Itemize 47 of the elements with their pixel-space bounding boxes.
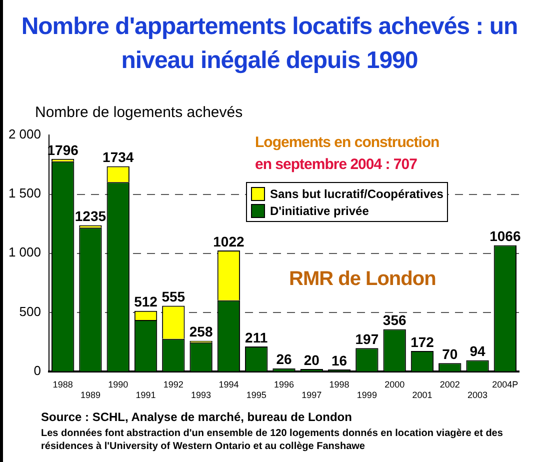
total-label: 70 (442, 346, 458, 362)
x-tick-label: 1997 (302, 390, 322, 400)
total-label: 20 (304, 352, 320, 368)
total-label: 1734 (102, 149, 134, 166)
y-tick-label: 1 500 (8, 186, 41, 201)
total-label: 94 (470, 343, 486, 360)
total-label: 1022 (213, 233, 244, 250)
chart-title: Nombre d'appartements locatifs achevés : un niveau inégalé depuis 1990 (20, 12, 519, 76)
x-tick-label: 1991 (136, 390, 156, 400)
y-axis-title: Nombre de logements achevés (35, 104, 243, 121)
source-note: Source : SCHL, Analyse de marché, bureau de London (41, 410, 352, 424)
total-label: 512 (134, 294, 158, 310)
x-tick-label: 1988 (52, 379, 73, 390)
legend-label: Sans but lucratif/Coopératives (270, 186, 444, 200)
x-tick-label: 2001 (412, 390, 432, 400)
x-tick-label: 1994 (218, 379, 239, 390)
x-tick-label: 2004P (492, 379, 518, 390)
y-tick-label: 0 (34, 362, 41, 378)
y-tick-label: 1 000 (8, 244, 41, 260)
total-label: 258 (189, 324, 213, 340)
x-tick-label: 1989 (80, 390, 100, 400)
total-label: 197 (355, 330, 379, 347)
x-tick-label: 2003 (468, 390, 488, 400)
x-tick-label: 1990 (108, 379, 128, 390)
x-tick-label: 1992 (163, 379, 184, 390)
x-tick-label: 2000 (384, 379, 405, 390)
y-tick-label: 500 (19, 304, 41, 319)
legend-label: D'initiative privée (270, 204, 369, 218)
x-tick-label: 1996 (274, 379, 294, 390)
annotation: Logements en construction (255, 134, 440, 151)
total-label: 172 (410, 334, 434, 350)
annotation: en septembre 2004 : 707 (255, 156, 417, 173)
y-tick-label: 2 000 (8, 126, 41, 142)
x-tick-label: 1995 (246, 390, 266, 400)
total-label: 211 (245, 329, 268, 346)
total-label: 1235 (74, 208, 106, 224)
total-label: 555 (162, 288, 186, 305)
annotation: RMR de London (289, 268, 436, 291)
total-label: 356 (382, 312, 406, 328)
total-label: 26 (276, 351, 292, 368)
x-tick-label: 1999 (356, 390, 377, 400)
x-tick-label: 1993 (191, 390, 212, 400)
x-tick-label: 2002 (440, 379, 460, 390)
x-tick-label: 1998 (329, 379, 350, 390)
total-label: 1066 (490, 228, 521, 244)
text: Les données font abstraction d'un ensemble de 120 logements donnés en location viagère et des résidences à l'University of Western Ontario et au collège Fanshawe (41, 427, 504, 453)
total-label: 16 (332, 352, 348, 368)
